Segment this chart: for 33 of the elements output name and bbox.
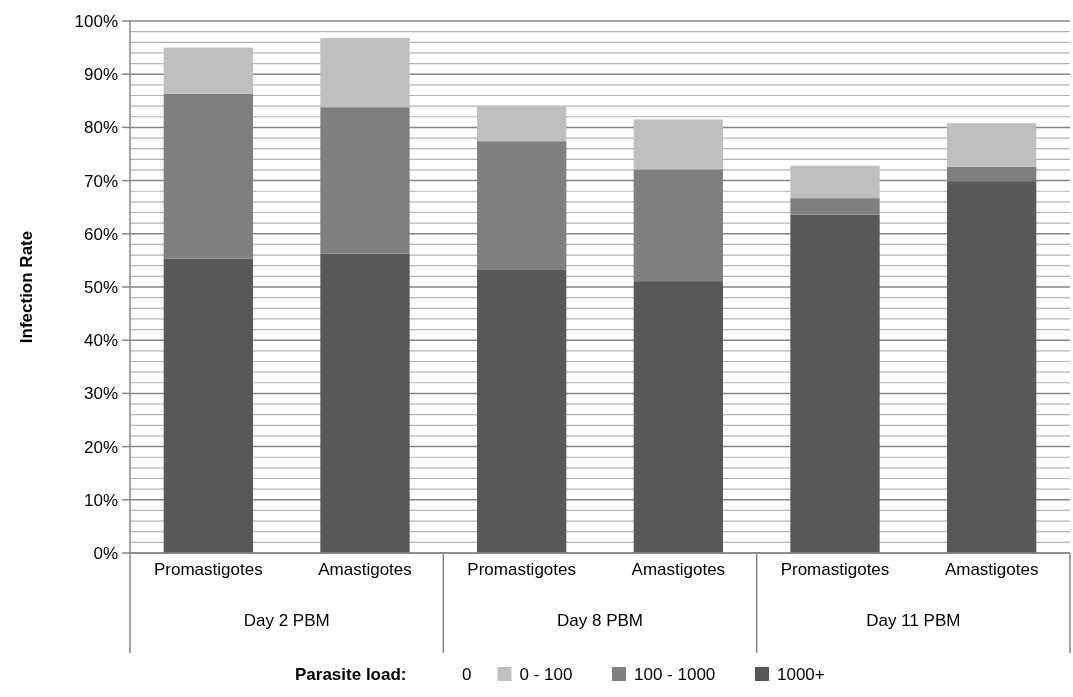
y-tick-label: 50%: [83, 277, 118, 297]
x-tick-label: Amastigotes: [631, 560, 726, 579]
bar: [320, 253, 410, 553]
y-tick-label: 10%: [83, 490, 118, 510]
bar: [163, 258, 253, 553]
legend-label: 1000+: [777, 665, 825, 684]
legend-label: 100 - 1000: [634, 665, 716, 684]
y-tick-label: 40%: [83, 331, 118, 351]
bar: [790, 198, 880, 215]
bar: [947, 181, 1037, 553]
y-tick-label: 60%: [83, 224, 118, 244]
y-tick-label: 30%: [83, 384, 118, 404]
y-tick-label: 90%: [83, 65, 118, 85]
bar: [477, 269, 567, 553]
x-tick-label: Amastigotes: [944, 560, 1039, 579]
y-axis-title: Infection Rate: [17, 230, 36, 344]
legend-label: 0 - 100: [519, 665, 573, 684]
x-tick-label: Promastigotes: [467, 560, 576, 579]
y-tick-label: 70%: [83, 171, 118, 191]
x-tick-label: Promastigotes: [780, 560, 890, 579]
text: Day 11 PBM: [866, 611, 961, 630]
legend-title: Parasite load:: [295, 665, 407, 684]
text: 0: [462, 665, 472, 684]
y-tick-label: 0%: [93, 543, 118, 563]
text: Day 2 PBM: [243, 611, 330, 630]
bar: [790, 214, 880, 553]
bar: [633, 281, 723, 553]
text: Day 8 PBM: [557, 611, 643, 630]
x-tick-label: Amastigotes: [318, 560, 412, 579]
x-tick-label: Promastigotes: [154, 560, 263, 579]
y-tick-label: 20%: [83, 437, 118, 457]
y-tick-label: 100%: [74, 11, 118, 31]
y-tick-label: 80%: [83, 118, 118, 138]
